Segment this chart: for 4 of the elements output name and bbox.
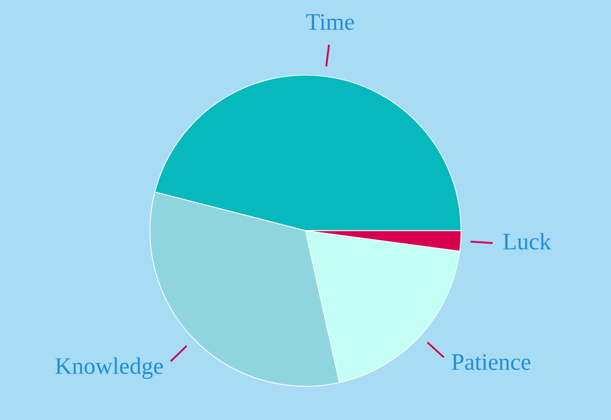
slice-label: Knowledge [55, 357, 163, 379]
slice-label: Time [306, 14, 354, 30]
slice-label: Patience [452, 354, 530, 370]
slice-label: Luck [503, 233, 552, 250]
